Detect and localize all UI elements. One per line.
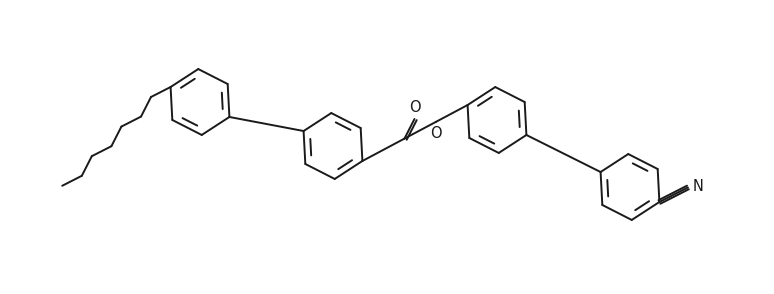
Text: N: N <box>693 179 704 194</box>
Text: O: O <box>409 101 421 116</box>
Text: O: O <box>430 126 442 141</box>
